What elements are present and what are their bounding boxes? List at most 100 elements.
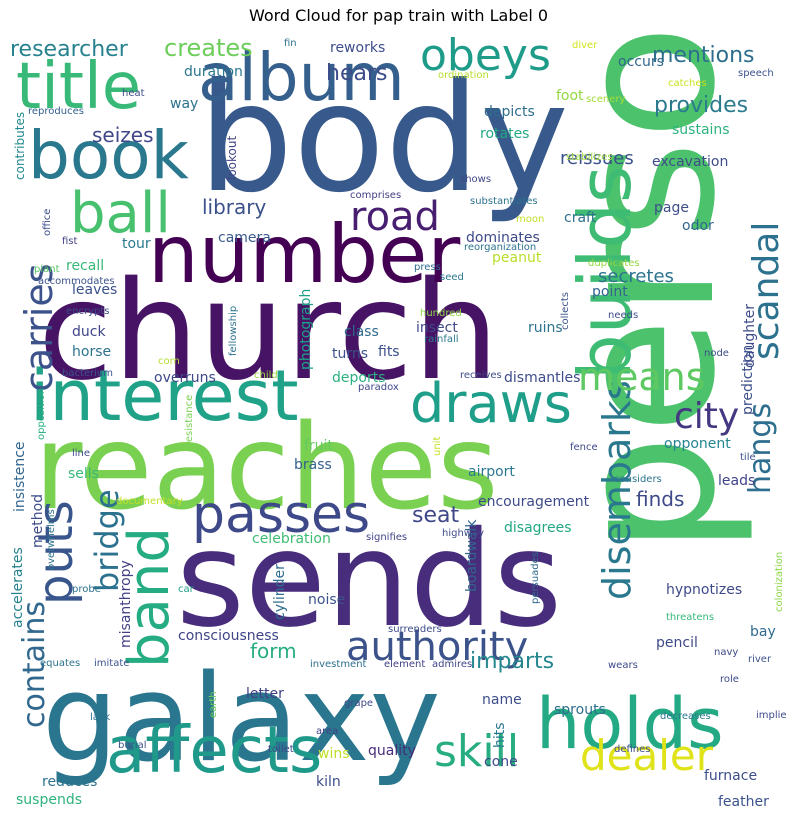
word-child: child (254, 370, 278, 381)
word-leads: leads (718, 473, 755, 489)
word-office: office (42, 209, 53, 236)
word-resistance: resistance (184, 395, 195, 446)
word-moon: moon (516, 214, 544, 225)
word-toilet: toilet (268, 744, 294, 755)
word-fist: fist (62, 236, 78, 247)
word-river: river (748, 654, 772, 665)
word-consciousness: consciousness (178, 628, 279, 644)
word-depicts: depicts (484, 104, 535, 120)
word-duck: duck (72, 324, 106, 340)
word-opponent: opponent (664, 436, 731, 452)
word-earth: earth (208, 691, 219, 718)
word-authority: authority (346, 624, 528, 670)
word-airport: airport (468, 464, 515, 480)
word-fruit: fruit (304, 438, 333, 454)
word-title: title (16, 50, 141, 124)
word-deports: deports (332, 370, 386, 386)
word-grape: grape (344, 698, 373, 709)
word-fits: fits (378, 344, 400, 360)
word-tile: tile (740, 452, 756, 463)
word-sprouts: sprouts (554, 702, 606, 718)
word-accommodates: accommodates (38, 276, 115, 287)
word-stabilizes: stabilizes (566, 152, 613, 163)
word-surrenders: surrenders (388, 624, 442, 635)
word-hears: hears (326, 61, 387, 86)
word-passes: passes (192, 485, 370, 545)
word-plant: plant (34, 264, 60, 275)
word-rainfall: rainfall (424, 334, 459, 345)
word-threatens: threatens (666, 612, 714, 623)
word-researcher: researcher (10, 37, 129, 62)
word-builds: builds (563, 165, 647, 380)
chart-title: Word Cloud for pap train with Label 0 (248, 6, 549, 25)
word-galaxy: galaxy (42, 650, 441, 789)
word-secretes: secretes (598, 266, 674, 287)
word-reduces: reduces (42, 774, 97, 790)
word-fellowship: fellowship (228, 306, 239, 356)
word-reaches: reaches (34, 398, 499, 536)
word-paradox: paradox (358, 382, 399, 393)
word-celebration: celebration (252, 531, 331, 547)
word-brass: brass (294, 457, 332, 473)
word-provides: provides (654, 93, 748, 118)
word-rotates: rotates (480, 126, 529, 142)
word-book: book (28, 117, 190, 194)
word-feather: feather (718, 794, 769, 810)
word-duration: duration (184, 64, 243, 80)
word-dealer: dealer (580, 731, 714, 780)
word-dismantles: dismantles (504, 370, 580, 386)
word-car: car (178, 584, 195, 595)
word-line: line (72, 448, 90, 459)
word-draws: draws (410, 372, 572, 435)
word-creates: creates (164, 34, 253, 62)
word-wears: wears (608, 660, 638, 671)
word-camera: camera (218, 230, 271, 246)
word-occurs: occurs (618, 54, 664, 70)
word-road: road (350, 194, 440, 240)
word-noise: noise (308, 592, 345, 608)
word-point: point (592, 284, 628, 300)
word-hypnotizes: hypnotizes (666, 582, 742, 598)
word-cloud-area: person church body sends galaxy reaches number… (10, 31, 787, 810)
word-overwhelms: overwhelms (46, 509, 57, 570)
word-foot: foot (556, 88, 584, 104)
word-ordination: ordination (438, 70, 489, 81)
word-lookout: lookout (225, 136, 239, 180)
word-cylinder: cylinder (272, 564, 288, 620)
word-dominates: dominates (466, 230, 540, 246)
word-page: page (654, 200, 689, 216)
word-encouragement: encouragement (478, 494, 590, 510)
word-investment: investment (310, 659, 367, 670)
word-highway: highway (442, 528, 484, 539)
word-puts: puts (28, 500, 84, 605)
word-lack: lack (90, 712, 110, 723)
word-name: name (482, 692, 522, 708)
word-sustains: sustains (672, 122, 730, 138)
word-fin: fin (284, 38, 297, 49)
word-bay: bay (750, 624, 776, 640)
word-mentions: mentions (652, 43, 755, 68)
word-overruns: overruns (154, 370, 216, 386)
word-reissues: reissues (560, 148, 634, 169)
word-contains: contains (17, 601, 52, 728)
word-hangs: hangs (743, 403, 778, 494)
word-library: library (202, 195, 267, 219)
word-finds: finds (636, 487, 684, 511)
word-speech: speech (738, 68, 774, 79)
word-scenery: scenery (586, 94, 625, 105)
word-person: person (536, 31, 757, 555)
word-cone: cone (484, 754, 518, 770)
word-daughter: daughter (742, 304, 758, 368)
word-imparts: imparts (470, 649, 554, 674)
word-church: church (38, 253, 499, 411)
word-encrypts: encrypts (66, 306, 110, 317)
word-implies: implies (756, 710, 787, 721)
word-imitate: imitate (94, 658, 129, 669)
word-opposition: opposition (36, 388, 47, 440)
word-disembarks: disembarks (595, 380, 639, 600)
word-contributes: contributes (13, 112, 27, 180)
word-interest: interest (30, 355, 299, 437)
word-needs: needs (608, 310, 638, 321)
word-carries: carries (17, 264, 61, 393)
word-prediction: prediction (740, 345, 756, 415)
